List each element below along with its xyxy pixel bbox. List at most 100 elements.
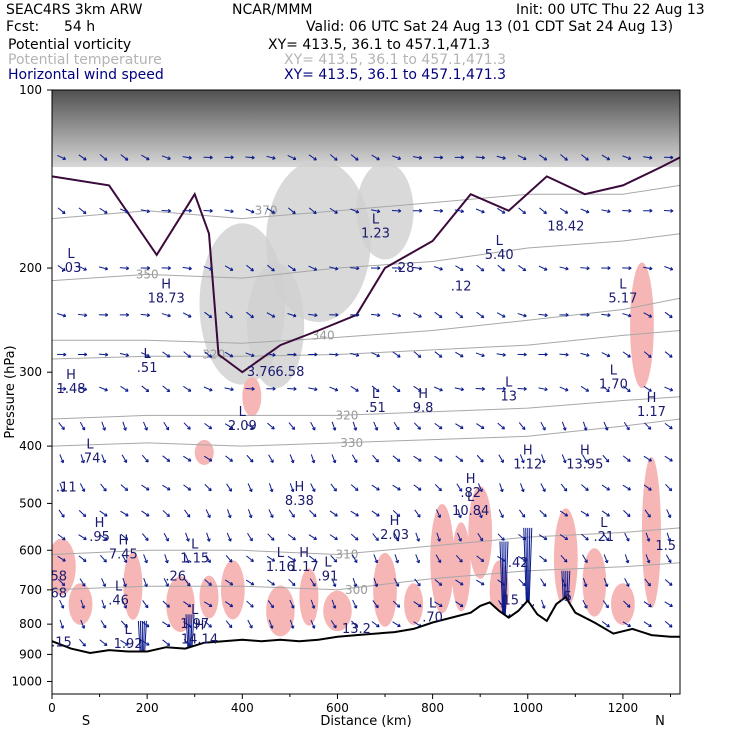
wind-vector: [162, 639, 171, 646]
wind-vector-head: [209, 387, 213, 392]
wind-speed-region: [373, 552, 397, 627]
wind-vector-head: [396, 513, 401, 518]
wind-vector: [288, 422, 295, 430]
y-tick-label: 100: [19, 83, 42, 97]
wind-vector-head: [501, 425, 506, 430]
wind-vector-head: [227, 514, 232, 519]
wind-vector: [434, 579, 443, 586]
wind-vector-head: [523, 313, 527, 318]
wind-vector-head: [542, 427, 546, 431]
hl-symbol: L: [372, 387, 380, 402]
hl-symbol: H: [523, 444, 533, 459]
wind-vector-head: [522, 210, 527, 215]
wind-vector-head: [104, 513, 108, 517]
wind-vector: [331, 454, 336, 464]
wind-vector-head: [480, 558, 485, 562]
wind-vector-head: [250, 425, 255, 430]
wind-vector-head: [669, 603, 673, 607]
wind-vector: [287, 555, 296, 562]
x-tick-label: 1200: [608, 701, 639, 715]
wind-vector-head: [187, 603, 192, 608]
theta-contour-line: [52, 184, 680, 220]
wind-vector: [559, 353, 569, 356]
wind-vector: [518, 207, 526, 214]
wind-vector-head: [481, 353, 485, 358]
wind-vector-head: [208, 354, 213, 358]
wind-vector: [624, 532, 630, 542]
wind-vector: [519, 454, 525, 463]
x-end-label-n: N: [655, 714, 665, 729]
wind-vector: [456, 483, 463, 492]
wind-vector-head: [354, 624, 359, 628]
wind-vector-head: [102, 427, 106, 431]
wind-vector: [141, 385, 150, 393]
wind-vector-head: [166, 458, 171, 462]
wind-vector-head: [292, 156, 297, 161]
wind-vector: [413, 601, 422, 608]
wind-vector-head: [648, 314, 653, 318]
wind-vector-head: [187, 388, 192, 392]
wind-vector: [520, 483, 525, 492]
wind-vector-head: [395, 426, 400, 431]
theta-contour-line: [52, 527, 680, 556]
wind-vector: [539, 154, 547, 161]
wind-vector-head: [81, 605, 86, 609]
wind-vector-head: [186, 538, 190, 542]
wind-vector-head: [437, 514, 442, 518]
wind-vector: [622, 351, 631, 358]
hl-value: .03: [61, 261, 82, 276]
wind-vector-head: [481, 209, 485, 214]
wind-vector-head: [481, 581, 485, 586]
wind-vector-head: [583, 605, 588, 609]
wind-vector: [643, 266, 653, 270]
wind-vector: [373, 421, 378, 431]
wind-vector: [392, 510, 401, 517]
wind-vector-head: [145, 537, 149, 542]
theta-contour-label: 310: [336, 547, 359, 561]
wind-vector: [497, 422, 505, 430]
wind-vector-head: [125, 642, 129, 646]
wind-vector-head: [335, 312, 339, 317]
wind-vector-head: [206, 538, 211, 542]
wind-vector-head: [586, 266, 590, 271]
wind-vector: [203, 455, 213, 462]
wind-vector-head: [229, 603, 234, 608]
wind-vector: [518, 265, 527, 272]
wind-vector: [664, 620, 673, 628]
wind-vector: [457, 509, 462, 518]
wind-vector: [455, 423, 464, 429]
wind-vector: [289, 483, 294, 492]
wind-vector: [622, 209, 632, 212]
wind-vector-head: [543, 210, 547, 215]
wind-vector-head: [607, 266, 611, 271]
wind-vector: [413, 455, 422, 462]
wind-vector: [308, 207, 317, 214]
wind-vector-head: [606, 353, 611, 358]
wind-vector-head: [104, 210, 108, 214]
wind-vector: [602, 454, 610, 463]
wind-vector: [289, 619, 294, 629]
wind-vector: [206, 532, 210, 542]
wind-vector-head: [584, 459, 588, 463]
wind-vector: [79, 578, 86, 587]
hl-value: 14.14: [181, 633, 218, 648]
wind-vector: [392, 385, 401, 393]
wind-vector-head: [167, 623, 171, 628]
wind-vector: [603, 578, 608, 587]
wind-vector: [643, 621, 652, 628]
wind-vector: [664, 386, 673, 391]
x-tick-label: 800: [421, 701, 444, 715]
wind-vector-head: [418, 155, 423, 160]
hl-symbol: L: [505, 376, 513, 391]
wind-vector-head: [250, 581, 255, 586]
wind-vector-head: [144, 559, 148, 564]
wind-vector-head: [311, 625, 316, 629]
wind-vector-head: [104, 387, 108, 392]
wind-vector-head: [62, 267, 66, 272]
wind-vector-head: [438, 314, 443, 319]
center-title: NCAR/MMM: [232, 2, 313, 18]
wind-vector: [559, 207, 568, 214]
wind-vector-head: [248, 514, 253, 519]
wind-vector-head: [313, 536, 317, 540]
theta-contours: 330 320 340 320 310 300 350 370: [52, 184, 680, 597]
